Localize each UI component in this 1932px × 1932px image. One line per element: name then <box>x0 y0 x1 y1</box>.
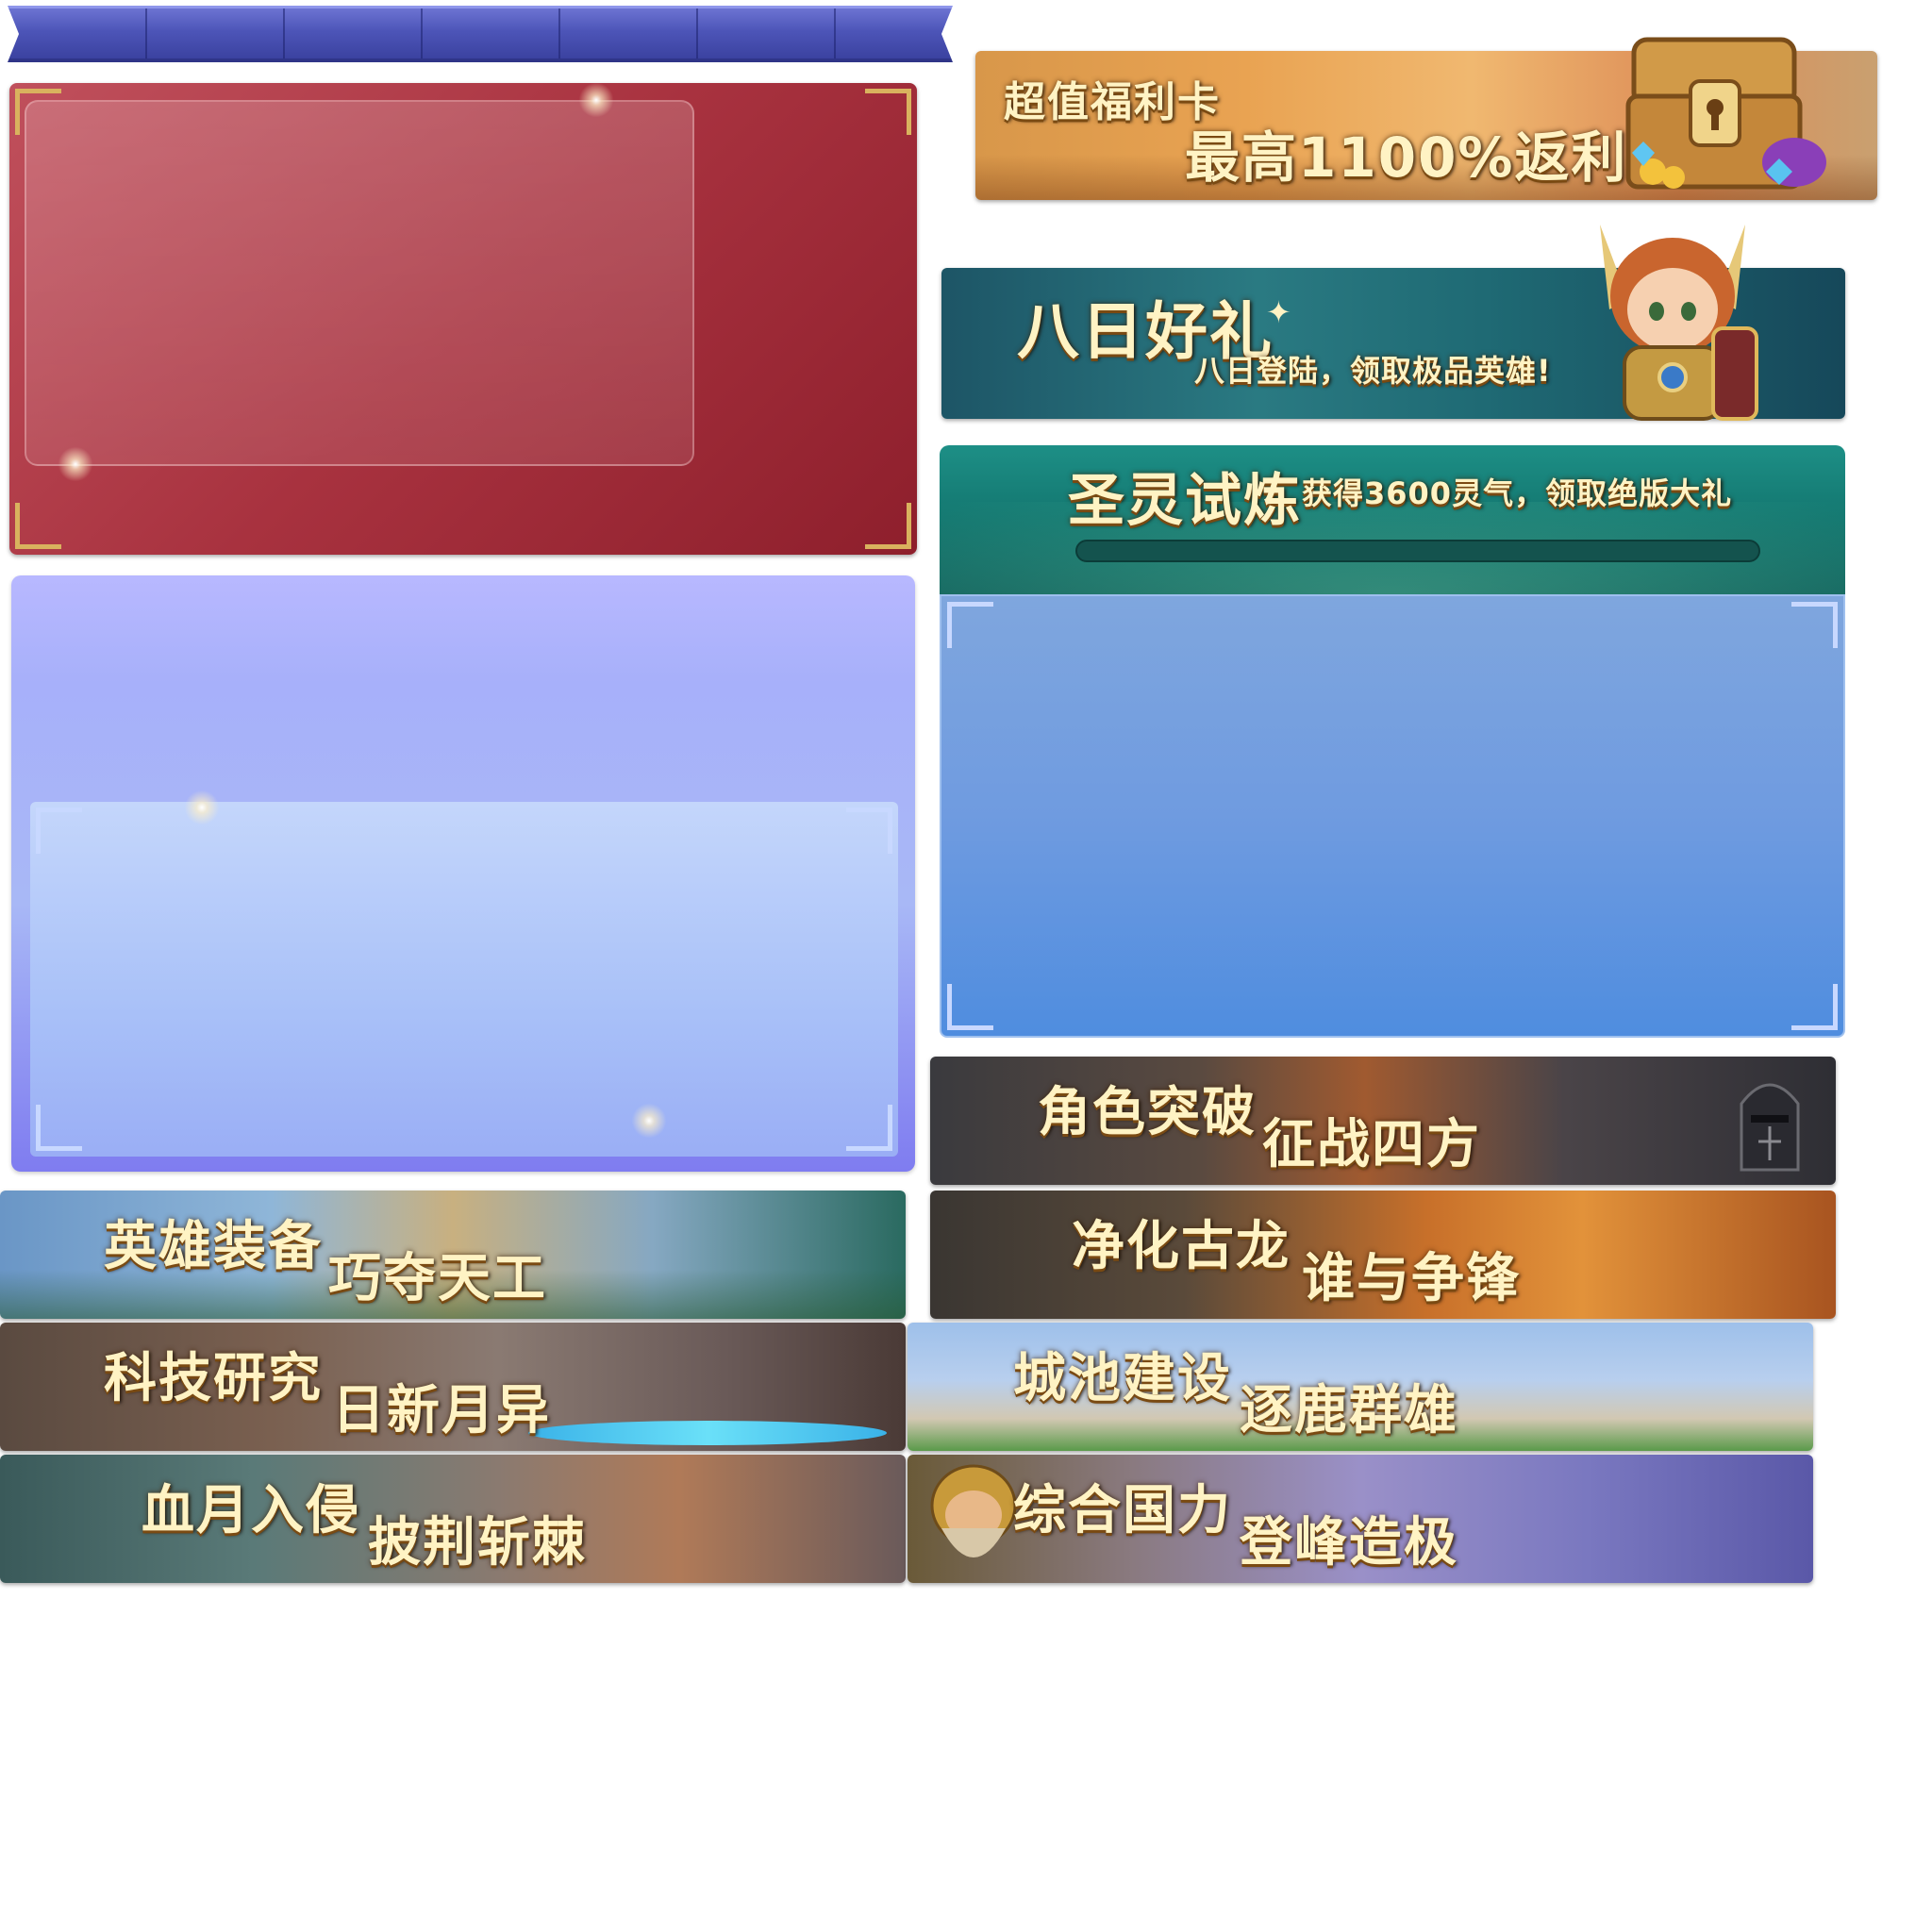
banner-title: 八日好礼 <box>1017 295 1274 368</box>
ribbon-divider <box>834 8 836 58</box>
banner-subtitle: 日新月异 <box>332 1380 551 1441</box>
holy-trial-title: 圣灵试炼 <box>1068 468 1302 534</box>
corner-ornament <box>865 89 911 135</box>
banner-title: 科技研究 <box>104 1348 323 1409</box>
purple-panel-inner <box>30 802 898 1157</box>
ribbon-divider <box>421 8 423 58</box>
portal-ring <box>528 1421 887 1445</box>
ribbon-divider <box>283 8 285 58</box>
corner-ornament <box>36 1105 82 1151</box>
ribbon-divider <box>558 8 560 58</box>
purify-dragon-banner[interactable]: 净化古龙 谁与争锋 <box>930 1191 1836 1319</box>
corner-ornament <box>15 503 61 549</box>
sparkle-icon <box>57 445 94 483</box>
banner-subtitle: 最高1100%返利 <box>1185 125 1628 190</box>
corner-ornament <box>15 89 61 135</box>
national-power-banner[interactable]: 综合国力 登峰造极 <box>908 1455 1813 1583</box>
holy-trial-body <box>940 594 1845 1038</box>
corner-ornament <box>1791 602 1838 648</box>
tech-research-banner[interactable]: 科技研究 日新月异 <box>0 1323 906 1451</box>
banner-subtitle: 逐鹿群雄 <box>1240 1380 1458 1441</box>
corner-ornament <box>846 1105 892 1151</box>
holy-trial-header: 圣灵试炼 获得3600灵气，领取绝版大礼 <box>940 445 1845 596</box>
sparkle-icon <box>630 1102 668 1140</box>
ribbon-divider <box>145 8 147 58</box>
banner-subtitle: 披荆斩棘 <box>368 1512 587 1574</box>
character-breakthrough-banner[interactable]: 角色突破 征战四方 <box>930 1057 1836 1185</box>
banner-subtitle: 登峰造极 <box>1240 1512 1458 1574</box>
banner-title: 超值福利卡 <box>1004 78 1221 126</box>
banner-title: 角色突破 <box>1038 1082 1257 1143</box>
knight-icon <box>1723 1066 1817 1179</box>
corner-ornament <box>36 808 82 854</box>
corner-ornament <box>947 984 993 1030</box>
banner-title: 综合国力 <box>1013 1480 1232 1541</box>
corner-ornament <box>846 808 892 854</box>
hero-character-icon <box>1572 215 1774 423</box>
sparkle-icon: ✦ <box>1266 294 1291 330</box>
banner-foliage <box>0 1270 906 1319</box>
banner-subtitle: 巧夺天工 <box>328 1248 547 1309</box>
city-construction-banner[interactable]: 城池建设 逐鹿群雄 <box>908 1323 1813 1451</box>
corner-ornament <box>947 602 993 648</box>
banner-subtitle: 谁与争锋 <box>1302 1248 1521 1309</box>
treasure-chest-icon <box>1615 21 1832 191</box>
banner-title: 英雄装备 <box>104 1216 323 1277</box>
top-ribbon <box>8 6 953 62</box>
banner-title: 血月入侵 <box>142 1480 360 1541</box>
red-panel-inner <box>25 100 694 466</box>
sparkle-icon <box>577 81 615 119</box>
corner-ornament <box>865 503 911 549</box>
corner-ornament <box>1791 984 1838 1030</box>
dwarf-character-icon <box>908 1455 1040 1583</box>
banner-title: 净化古龙 <box>1072 1216 1291 1277</box>
blood-moon-invasion-banner[interactable]: 血月入侵 披荆斩棘 <box>0 1455 906 1583</box>
holy-trial-subtitle: 获得3600灵气，领取绝版大礼 <box>1302 475 1733 511</box>
sparkle-icon <box>183 789 221 826</box>
holy-trial-progress-bar <box>1075 540 1760 562</box>
red-panel <box>9 83 917 555</box>
banner-subtitle: 八日登陆，领取极品英雄! <box>1194 353 1552 389</box>
hero-equipment-banner[interactable]: 英雄装备 巧夺天工 <box>0 1191 906 1319</box>
banner-subtitle: 征战四方 <box>1262 1114 1481 1175</box>
ribbon-divider <box>696 8 698 58</box>
banner-title: 城池建设 <box>1013 1348 1232 1409</box>
